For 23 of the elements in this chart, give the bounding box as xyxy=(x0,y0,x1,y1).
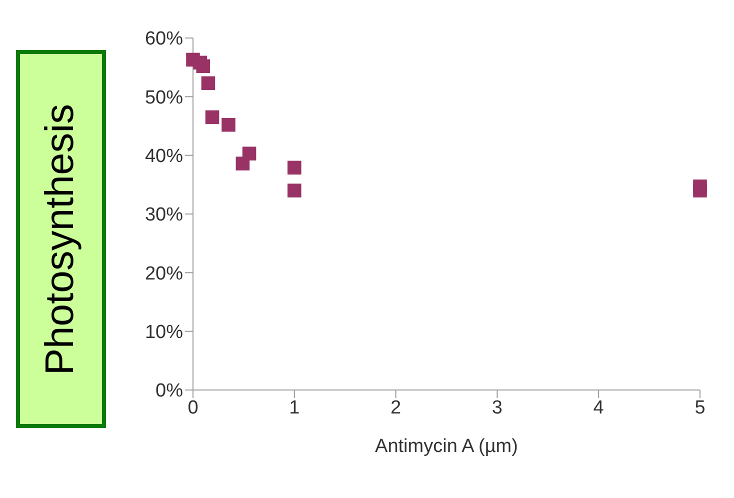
x-tick-label: 4 xyxy=(593,397,604,418)
y-tick-label: 30% xyxy=(144,204,184,226)
x-tick-label: 3 xyxy=(492,397,502,418)
y-tick-label: 0% xyxy=(156,380,184,402)
point xyxy=(196,59,210,74)
x-tick-label: 1 xyxy=(289,397,300,418)
point xyxy=(242,146,256,160)
point xyxy=(288,184,302,198)
x-tick-label: 2 xyxy=(390,397,402,418)
point xyxy=(205,110,220,124)
point xyxy=(693,184,707,198)
y-axis-title: Photosynthesis xyxy=(38,103,84,375)
y-tick-label: 40% xyxy=(144,146,184,168)
x-tick-label: 0 xyxy=(188,397,198,418)
x-axis-title: Antimycin A (µm) xyxy=(375,436,518,457)
point xyxy=(222,118,236,132)
y-tick-label: 20% xyxy=(144,263,184,284)
x-tick-label: 5 xyxy=(694,397,706,418)
y-tick-label: 60% xyxy=(144,28,184,50)
point xyxy=(201,76,216,90)
point xyxy=(288,160,302,175)
y-tick-label: 50% xyxy=(144,87,184,108)
y-tick-label: 10% xyxy=(144,322,184,344)
